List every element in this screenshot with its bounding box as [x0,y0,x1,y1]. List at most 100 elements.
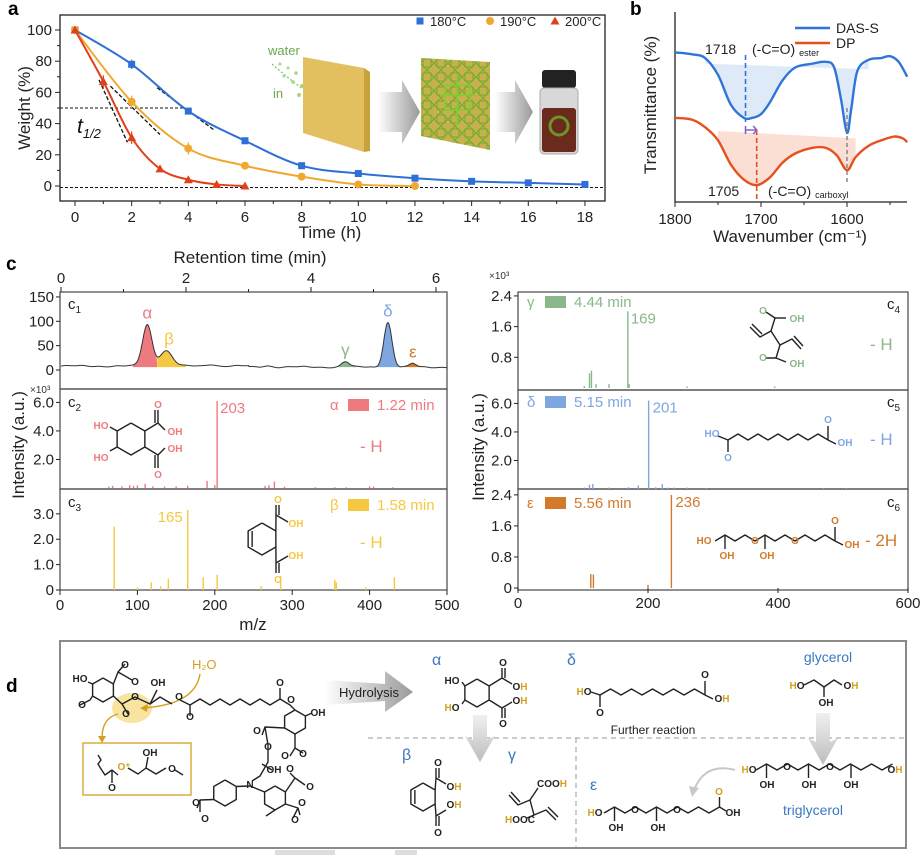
bond [803,679,843,688]
y-tick-label: 40 [35,116,52,133]
adduct-label: - 2H [865,531,897,550]
delta-label: δ [567,652,576,669]
bond [263,785,287,811]
peak-label: ε [409,342,417,361]
atom-label: O [499,719,507,730]
glycerol-label: glycerol [804,649,852,665]
peak-label: α [142,304,152,323]
x-tick-label: 4 [184,209,192,226]
atom-char: O [512,682,520,693]
atom-label: OH [267,765,282,776]
shift-arrow [744,125,758,135]
subplot-frame-c6 [517,488,909,591]
bond [755,763,893,771]
atom-label: O [826,762,834,773]
crack-highlight [440,75,475,125]
y-tick-label: 20 [35,147,52,164]
x-tick-label: 16 [520,209,537,226]
atom-label: OH [446,782,461,793]
half-life-subscript: 1/2 [83,126,102,141]
y-tick-label: 1.0 [33,557,54,574]
data-point [240,181,250,190]
water-label: H₂O [192,657,217,672]
x-tick-label: 0 [71,209,79,226]
oxocarbenium-intermediate: O⁺ OH O O [97,748,184,794]
scheme-frame [59,640,907,849]
atom-label: O [286,764,294,775]
bond [719,806,727,812]
clipped-arrow-1 [275,850,335,855]
atom-char: H [560,779,567,790]
bond [749,326,802,350]
atom-label: O [434,828,442,839]
atom-label: OH [819,698,834,709]
spectrum-DP [674,116,909,187]
peak-label: β [164,330,174,349]
x-tick-label: 0 [56,597,64,614]
atom-label: HO [697,536,712,547]
y-tick-label: 60 [35,84,52,101]
atom-char: O [520,815,528,826]
data-point [240,161,249,170]
atom-char: H [520,682,527,693]
ester-subscript: ester [799,48,819,58]
bond [236,785,251,788]
x-tick-label: 600 [895,595,920,612]
bond [283,709,307,735]
x-tick-label: 100 [125,597,150,614]
subplot-letter: c [68,494,76,511]
atom-label: HO [445,676,460,687]
y-tick-label: 2.4 [491,487,512,504]
legend-swatch [348,399,369,411]
atom-label: O [759,306,767,317]
legend-label: DAS-S [836,20,879,36]
atom-label: O [154,470,162,481]
atom-label: OH [151,678,166,689]
bond [434,803,437,826]
bond [91,677,115,703]
atom-char: O [552,779,560,790]
hydrolysis-arrow [325,671,413,712]
triglycerol-label: triglycerol [783,802,843,818]
bond [265,809,276,817]
y-tick-label: 1.6 [491,319,512,336]
atom-label: O [253,726,261,737]
x-tick-label: 400 [357,597,382,614]
top-x-tick-label: 2 [182,270,190,287]
subplot-index: 5 [895,403,901,414]
subplot-letter: c [68,394,76,411]
spectrum-DAS-S [674,51,909,135]
x-tick-label: 300 [280,597,305,614]
adduct-label: - H [360,437,383,456]
atom-char: H [576,687,583,698]
peak-label: δ [383,302,392,321]
atom-char: H [505,815,512,826]
data-point [183,175,193,184]
atom-label: O [154,400,162,411]
intermediate-box [82,742,192,796]
atom-label: O [122,709,130,720]
y-tick-label: 2.0 [33,451,54,468]
legend-marker [550,16,560,25]
x-tick-label: 8 [297,209,305,226]
bond [79,695,94,706]
bond [717,435,729,441]
bond [279,698,296,711]
atom-label: OH [790,314,805,325]
water-attack-arrow [141,673,201,709]
atom-label: O [701,670,709,681]
y-tick-label: 0 [46,362,54,379]
atom-label: O [281,751,289,762]
legend-swatch [545,396,566,408]
atom-label: OH [289,551,304,562]
subplot-index: 2 [76,403,82,414]
x-tick-label: 200 [635,595,660,612]
bond [275,555,289,564]
atom-label: HO [587,808,602,819]
arrow-head [98,736,106,743]
beta-label: β [402,747,411,764]
data-point [70,25,80,34]
